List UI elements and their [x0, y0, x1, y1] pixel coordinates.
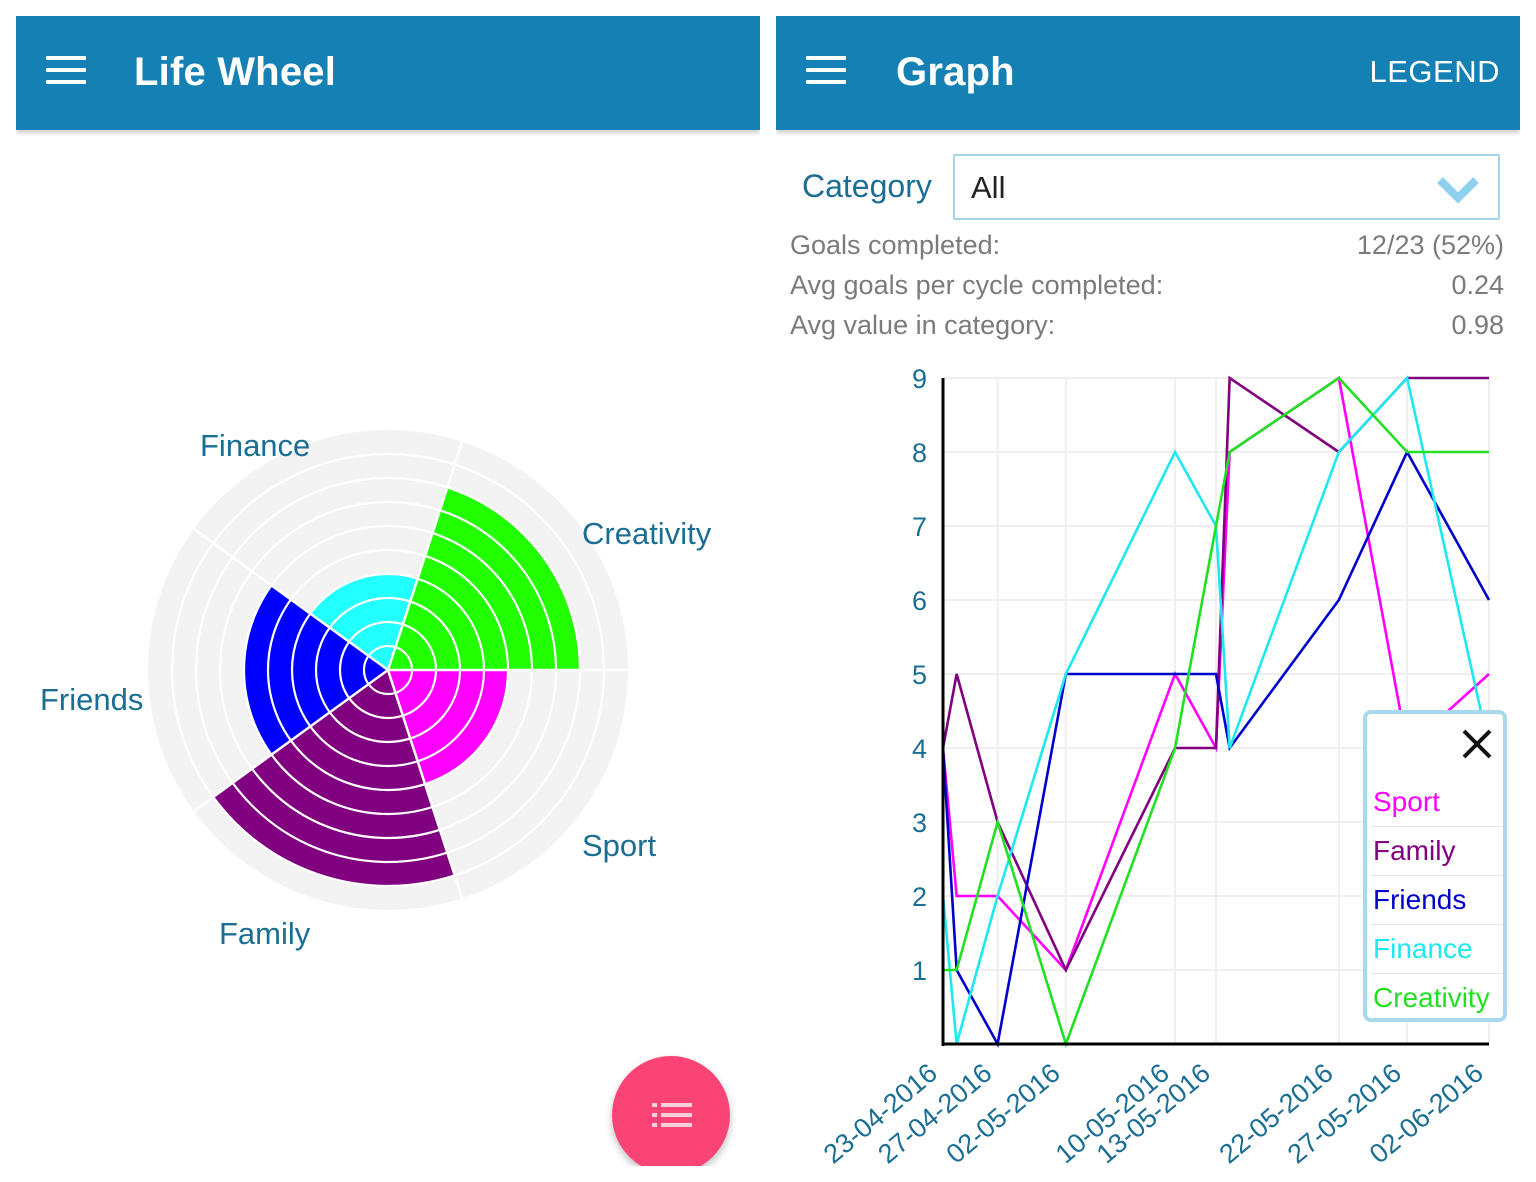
category-selected-value: All	[971, 170, 1006, 205]
series-line-friends	[941, 449, 1491, 1048]
line-chart: 1 2 3 4 5 6 7 8 9 23-04-2016 27-04-2016 02-05-2016 1…	[776, 346, 1520, 1166]
y-tick-label: 9	[912, 364, 927, 394]
y-tick-label: 4	[912, 734, 927, 764]
polar-label-finance: Finance	[200, 428, 311, 463]
polar-area-chart	[148, 430, 628, 910]
graph-screen: Graph LEGEND Category All Goals complete…	[776, 16, 1520, 1166]
hamburger-menu-icon[interactable]	[806, 56, 846, 88]
polar-sector-sport	[388, 670, 508, 785]
page-title: Graph	[896, 50, 1015, 94]
chevron-down-icon	[1437, 177, 1479, 204]
life-wheel-screen: Life Wheel Creativity Finance Friends Famil…	[16, 16, 760, 1166]
goal-history-line-chart: 12345678923-04-201627-04-201602-05-20161…	[818, 364, 1491, 1166]
polar-label-friends: Friends	[40, 682, 144, 717]
hamburger-menu-icon[interactable]	[46, 56, 86, 88]
stat-goals-completed: Goals completed: 12/23 (52%)	[790, 230, 1504, 260]
polar-sector-creativity	[388, 487, 580, 670]
close-icon[interactable]	[1461, 728, 1493, 760]
y-tick-label: 5	[912, 660, 927, 690]
polar-label-family: Family	[219, 916, 311, 951]
category-label: Category	[802, 168, 932, 204]
legend-popup: Sport Family Friends Finance Creativity	[1363, 710, 1507, 1022]
category-select[interactable]: All	[953, 154, 1500, 220]
legend-item-family[interactable]: Family	[1371, 827, 1503, 876]
app-bar: Life Wheel	[16, 16, 760, 130]
legend-item-friends[interactable]: Friends	[1371, 876, 1503, 925]
polar-label-sport: Sport	[582, 828, 657, 863]
category-filter: Category All	[776, 154, 1520, 222]
series-line-creativity	[943, 376, 1489, 1049]
page-title: Life Wheel	[134, 50, 337, 94]
stat-avg-goals-per-cycle: Avg goals per cycle completed: 0.24	[790, 270, 1504, 300]
legend-button[interactable]: LEGEND	[1369, 54, 1500, 89]
list-icon	[652, 1103, 692, 1127]
legend-item-creativity[interactable]: Creativity	[1373, 982, 1490, 1013]
list-fab-button[interactable]	[612, 1056, 730, 1166]
legend-item-finance[interactable]: Finance	[1371, 925, 1503, 974]
life-wheel-chart: Creativity Finance Friends Family Sport	[16, 130, 760, 1166]
y-tick-label: 2	[912, 882, 927, 912]
y-tick-label: 6	[912, 586, 927, 616]
y-tick-label: 8	[912, 438, 927, 468]
y-tick-label: 3	[912, 808, 927, 838]
app-bar: Graph LEGEND	[776, 16, 1520, 130]
y-tick-label: 7	[912, 512, 927, 542]
legend-item-sport[interactable]: Sport	[1371, 778, 1503, 827]
polar-label-creativity: Creativity	[582, 516, 712, 551]
y-tick-label: 1	[912, 956, 927, 986]
stat-avg-value: Avg value in category: 0.98	[790, 310, 1504, 340]
